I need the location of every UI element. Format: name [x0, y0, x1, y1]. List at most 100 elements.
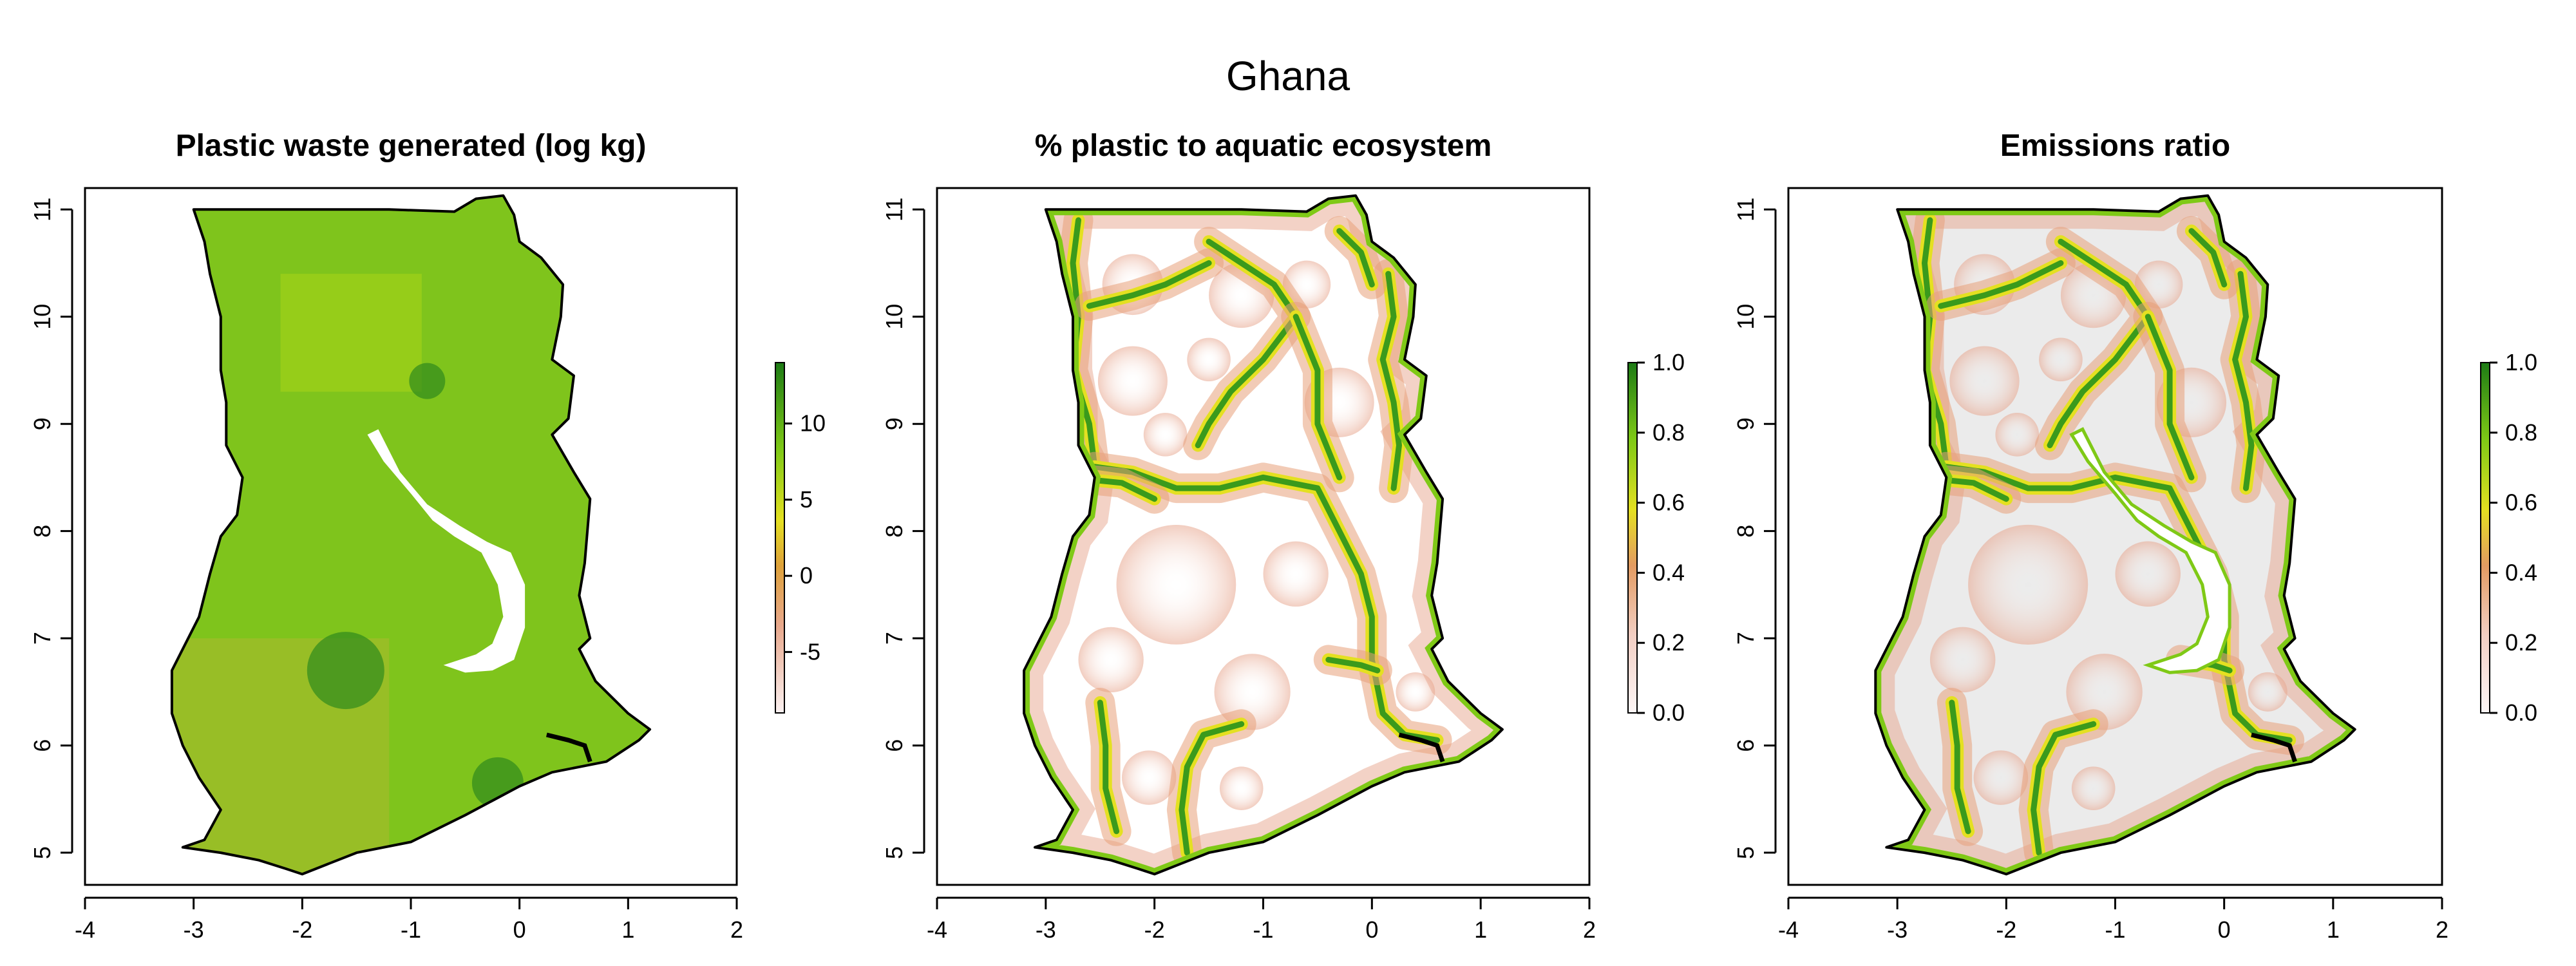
y-tick-label: 8: [29, 525, 55, 538]
legend-colorbar: [2480, 362, 2490, 714]
y-tick-label: 5: [29, 846, 55, 859]
panel-3: Emissions ratio -4 -3 -2 -1 0 1 2 5 6 7 8 9 10 11 1.0 0.…: [1732, 129, 2537, 943]
x-tick-label: 0: [2218, 916, 2231, 943]
y-tick-label: 8: [881, 525, 907, 538]
urban-hotspot: [471, 757, 524, 809]
x-tick-label: 2: [2436, 916, 2448, 943]
map-raster: [1024, 195, 1502, 875]
legend-tick-label: 0.6: [2505, 489, 2537, 516]
river-line: [1179, 721, 1245, 856]
legend-tick-label: 0.4: [2505, 559, 2537, 585]
x-tick-label: -2: [1996, 916, 2016, 943]
x-tick-label: -1: [401, 916, 421, 943]
basin-shade: [2115, 541, 2181, 607]
volta-outlet: [545, 732, 592, 762]
x-tick-label: -4: [75, 916, 95, 943]
country-border: [170, 194, 652, 876]
y-tick-label: 11: [1732, 198, 1759, 222]
x-tick-label: -4: [927, 916, 947, 943]
river-line: [1379, 270, 1402, 491]
urban-hotspot: [409, 363, 446, 399]
basin-shade: [2066, 654, 2143, 730]
river-line: [1949, 699, 1971, 835]
x-tick-label: 1: [621, 916, 634, 943]
legend-tick-label: 0.4: [1653, 559, 1685, 585]
river-line: [1943, 464, 2293, 743]
legend-tick-label: 5: [800, 486, 813, 513]
y-tick-label: 7: [881, 632, 907, 645]
volta-outlet: [2251, 732, 2297, 762]
y-tick-label: 9: [29, 417, 55, 430]
legend-tick-label: 0.8: [1653, 419, 1685, 446]
basin-shade: [2248, 672, 2287, 712]
panel-2: % plastic to aquatic ecosystem -4 -3 -2 -1 0 1…: [881, 129, 1685, 943]
basin-shade: [1214, 654, 1291, 730]
plot-frame: [936, 187, 1591, 886]
basin-shade: [1263, 541, 1329, 607]
figure-title: Ghana: [1226, 53, 1350, 99]
basin-shade: [2071, 766, 2116, 811]
x-tick-label: 0: [513, 916, 526, 943]
y-tick-label: 6: [881, 739, 907, 752]
x-tick-label: -3: [184, 916, 204, 943]
basin-shade: [1219, 766, 1264, 810]
legend-tick-label: 0: [800, 562, 813, 589]
y-tick-label: 10: [1732, 304, 1759, 330]
country-border: [1023, 194, 1504, 876]
x-tick-label: 1: [2327, 916, 2340, 943]
basin-shade: [1396, 672, 1435, 712]
panel-1: Plastic waste generated (log kg) -4 -3 -2 -1…: [29, 129, 826, 943]
y-tick-label: 11: [29, 198, 55, 222]
legend-tick-label: -5: [800, 638, 820, 665]
y-tick-label: 9: [1732, 417, 1759, 430]
legend-tick-label: 0.0: [1653, 699, 1685, 726]
river-line: [1293, 314, 1343, 480]
panel-title: Emissions ratio: [2000, 129, 2230, 163]
basin-shade: [1973, 750, 2029, 805]
lake-volta: [367, 429, 526, 673]
y-tick-label: 6: [1732, 739, 1759, 752]
legend-tick-label: 0.2: [1653, 629, 1685, 656]
volta-outlet: [1398, 732, 1445, 762]
basin-shade: [1078, 627, 1144, 693]
y-tick-label: 8: [1732, 525, 1759, 538]
x-tick-label: -2: [1144, 916, 1165, 943]
basin-shade: [1187, 337, 1231, 382]
river-line: [2031, 721, 2097, 856]
river-line: [2145, 314, 2195, 480]
x-tick-label: -2: [292, 916, 312, 943]
x-tick-label: 1: [1474, 916, 1487, 943]
basin-shade: [1968, 524, 2088, 645]
y-tick-label: 10: [29, 304, 55, 330]
savanna-patch: [280, 274, 422, 392]
river-line: [2232, 270, 2255, 491]
y-tick-label: 9: [881, 417, 907, 430]
basin-shade: [1143, 413, 1188, 457]
river-line: [1938, 260, 2064, 309]
x-tick-label: -3: [1887, 916, 1908, 943]
river-line: [1086, 260, 1212, 309]
legend-tick-label: 0.0: [2505, 699, 2537, 726]
plot-frame: [1787, 187, 2443, 886]
river-line: [1097, 699, 1120, 835]
y-tick-label: 10: [881, 304, 907, 330]
basin-shade: [1995, 413, 2040, 457]
x-tick-label: -4: [1778, 916, 1799, 943]
basin-shade: [1949, 346, 2020, 416]
map-raster: [171, 195, 650, 875]
basin-shade: [1929, 627, 1996, 693]
y-tick-label: 11: [881, 198, 907, 222]
legend-tick-label: 0.6: [1653, 489, 1685, 516]
legend-colorbar: [775, 362, 785, 714]
river-line: [1195, 238, 1299, 448]
plot-frame: [84, 187, 738, 886]
y-tick-label: 6: [29, 739, 55, 752]
panel-title: % plastic to aquatic ecosystem: [1035, 129, 1492, 163]
basin-shade: [1116, 525, 1236, 645]
x-tick-label: 2: [1583, 916, 1596, 943]
urban-hotspot: [307, 632, 384, 710]
river-line: [1325, 656, 1381, 674]
panel-title: Plastic waste generated (log kg): [176, 129, 647, 163]
